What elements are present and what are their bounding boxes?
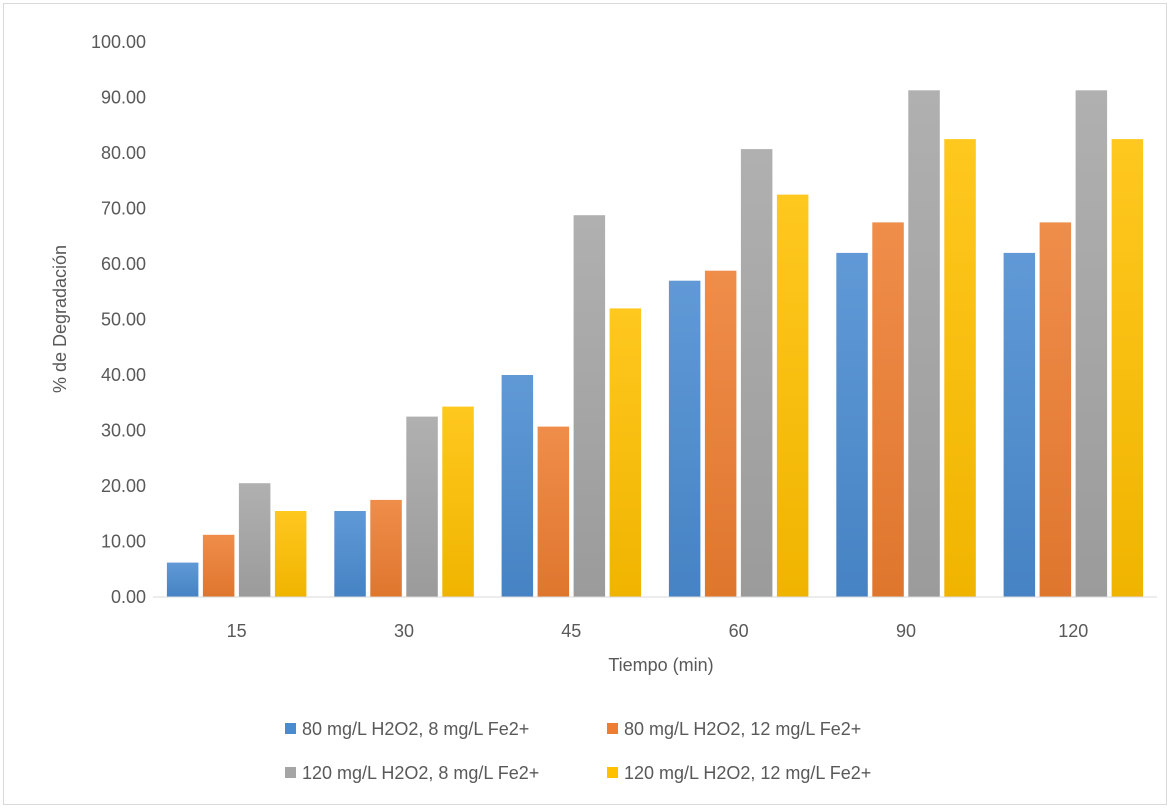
bar-3-90 xyxy=(908,90,940,598)
y-tick-label: 30.00 xyxy=(101,421,146,441)
x-tick-label: 15 xyxy=(227,621,247,641)
legend-label-1: 80 mg/L H2O2, 8 mg/L Fe2+ xyxy=(302,719,529,739)
bar-3-15 xyxy=(238,483,271,597)
bar-1-120 xyxy=(1003,252,1036,597)
x-axis: 15 30 45 60 90 120 xyxy=(227,621,1089,641)
x-tick-label: 60 xyxy=(729,621,749,641)
legend-label-3: 120 mg/L H2O2, 8 mg/L Fe2+ xyxy=(302,763,539,783)
y-tick-label: 80.00 xyxy=(101,143,146,163)
y-tick-label: 20.00 xyxy=(101,476,146,496)
bar-4-90 xyxy=(944,139,976,597)
x-tick-label: 120 xyxy=(1058,621,1088,641)
bar-1-60 xyxy=(668,280,701,597)
bar-3-120 xyxy=(1075,90,1108,598)
bar-1-90 xyxy=(836,252,868,597)
x-tick-label: 90 xyxy=(896,621,916,641)
y-tick-label: 100.00 xyxy=(91,32,146,52)
legend: 80 mg/L H2O2, 8 mg/L Fe2+ 80 mg/L H2O2, 1… xyxy=(285,719,871,783)
legend-label-4: 120 mg/L H2O2, 12 mg/L Fe2+ xyxy=(624,763,871,783)
legend-swatch-3 xyxy=(285,767,296,778)
bar-1-45 xyxy=(501,375,534,597)
bar-3-45 xyxy=(573,215,606,597)
bar-4-120 xyxy=(1111,139,1144,597)
bar-2-45 xyxy=(537,426,570,597)
y-tick-label: 0.00 xyxy=(111,587,146,607)
legend-swatch-4 xyxy=(607,767,618,778)
x-tick-label: 30 xyxy=(394,621,414,641)
bar-1-30 xyxy=(334,511,366,597)
legend-swatch-1 xyxy=(285,723,296,734)
x-tick-label: 45 xyxy=(561,621,581,641)
bar-3-60 xyxy=(740,149,773,597)
y-axis: 0.00 10.00 20.00 30.00 40.00 50.00 60.00 70.00 8… xyxy=(91,32,146,607)
x-axis-title: Tiempo (min) xyxy=(608,655,713,675)
bar-2-30 xyxy=(370,499,402,597)
y-tick-label: 60.00 xyxy=(101,254,146,274)
bar-4-45 xyxy=(609,308,642,597)
y-tick-label: 10.00 xyxy=(101,532,146,552)
legend-swatch-2 xyxy=(607,723,618,734)
bars xyxy=(166,90,1144,598)
y-tick-label: 50.00 xyxy=(101,310,146,330)
bar-2-15 xyxy=(202,534,235,597)
bar-2-60 xyxy=(704,270,737,597)
y-tick-label: 90.00 xyxy=(101,88,146,108)
bar-2-120 xyxy=(1039,222,1072,597)
bar-1-15 xyxy=(166,562,199,597)
bar-3-30 xyxy=(406,416,438,597)
bar-4-15 xyxy=(274,511,307,597)
y-axis-title: % de Degradación xyxy=(50,245,70,393)
bar-2-90 xyxy=(872,222,904,597)
bar-4-30 xyxy=(442,406,474,597)
bar-4-60 xyxy=(776,194,809,597)
legend-label-2: 80 mg/L H2O2, 12 mg/L Fe2+ xyxy=(624,719,861,739)
y-tick-label: 40.00 xyxy=(101,365,146,385)
y-tick-label: 70.00 xyxy=(101,199,146,219)
